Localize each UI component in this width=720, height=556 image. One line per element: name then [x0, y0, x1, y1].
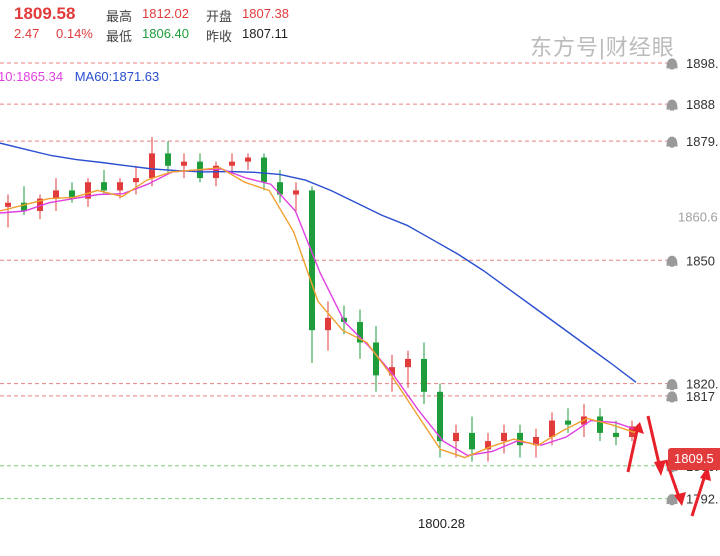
bell-icon — [666, 136, 678, 148]
watermark-logo: 东方号|财经眼 — [530, 35, 675, 60]
last-price: 1809.58 — [14, 4, 76, 23]
y-axis-label: 1860.6 — [678, 210, 718, 225]
candle-body — [101, 182, 107, 191]
low-annotation: 1800.28 — [418, 516, 465, 531]
candle-body — [165, 153, 171, 166]
bell-icon — [666, 58, 678, 70]
candle-body — [357, 321, 363, 343]
y-axis-label: 1879. — [686, 134, 719, 149]
ma-legend: 10:1865.34 MA60:1871.63 — [0, 69, 159, 84]
candle-body — [245, 157, 251, 162]
candle-body — [21, 202, 27, 211]
bell-icon — [666, 379, 678, 391]
bell-icon — [666, 494, 678, 506]
ma60-line — [0, 142, 637, 383]
candle-body — [37, 198, 43, 211]
candle-body — [133, 178, 139, 183]
candle-body — [69, 190, 75, 199]
candle-body — [533, 437, 539, 446]
candle-body — [53, 190, 59, 199]
candle-body — [277, 182, 283, 195]
candle-body — [485, 441, 491, 450]
forecast-arrow-rebound — [690, 471, 708, 517]
high-value: 1812.02 — [142, 6, 189, 21]
open-value: 1807.38 — [242, 6, 289, 21]
prev-close-value: 1807.11 — [242, 26, 289, 41]
candle-body — [389, 367, 395, 376]
current-price-tag: 1809.5 — [668, 448, 720, 470]
candle-body — [85, 182, 91, 199]
candle-body — [549, 420, 555, 438]
high-label: 最高 — [106, 9, 133, 24]
prev-close-label: 昨收 — [206, 29, 233, 44]
forecast-arrow-down — [646, 415, 662, 469]
candle-body — [517, 432, 523, 446]
y-axis-label: 1817 — [686, 389, 715, 404]
candle-body — [149, 153, 155, 179]
candle-body — [597, 416, 603, 433]
arrowhead-down — [654, 460, 666, 476]
y-axis-label: 1792. — [686, 492, 719, 507]
ma60-legend: MA60:1871.63 — [74, 69, 160, 84]
ma-orange-line — [0, 167, 637, 459]
candle-body — [405, 358, 411, 368]
candle-body — [293, 190, 299, 195]
forecast-arrow-up — [626, 425, 640, 473]
candle-body — [261, 157, 267, 183]
arrowhead-up — [632, 422, 644, 434]
ma-short-legend: 10:1865.34 — [0, 69, 64, 84]
candle-body — [565, 420, 571, 425]
candle-body — [309, 190, 315, 331]
candle-body — [117, 182, 123, 191]
price-change-percent: 0.14% — [56, 26, 93, 41]
low-value: 1806.40 — [142, 26, 189, 41]
bell-icon — [666, 255, 678, 267]
ma-magenta-line — [0, 168, 641, 457]
open-label: 开盘 — [206, 9, 233, 24]
y-axis-label: 1850 — [686, 253, 715, 268]
price-change: 2.47 — [14, 26, 40, 41]
candle-body — [421, 358, 427, 392]
y-axis-label: 1820. — [686, 377, 719, 392]
candle-body — [229, 161, 235, 166]
candle-body — [5, 202, 11, 207]
y-axis-label: 1888 — [686, 97, 715, 112]
candle-body — [181, 161, 187, 166]
arrowhead-down-2 — [674, 492, 686, 506]
candle-body — [469, 432, 475, 450]
y-axis-label: 1898. — [686, 56, 719, 71]
candle-body — [453, 432, 459, 442]
bell-icon — [666, 99, 678, 111]
candle-body — [325, 317, 331, 331]
bell-icon — [666, 391, 678, 403]
candle-body — [373, 342, 379, 376]
candle-body — [501, 432, 507, 442]
low-label: 最低 — [106, 29, 133, 44]
candle-body — [437, 391, 443, 442]
candle-body — [613, 432, 619, 438]
